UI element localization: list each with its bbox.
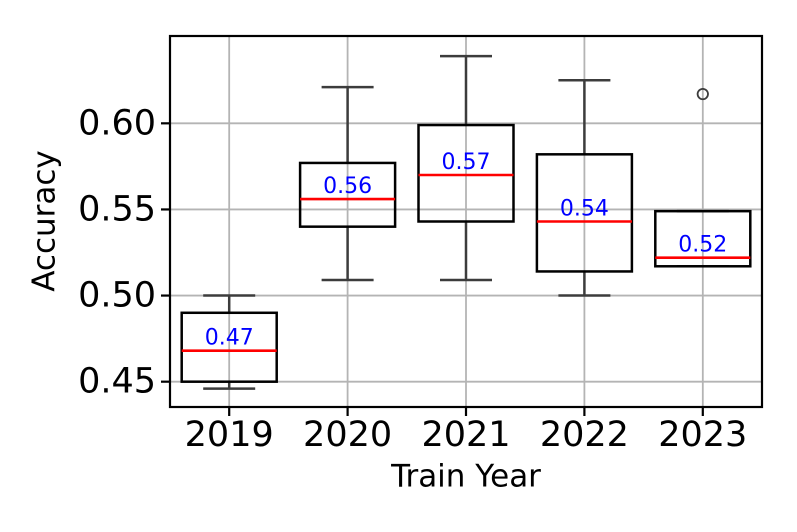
iqr-box — [180, 311, 278, 383]
median-value-label: 0.56 — [323, 174, 372, 199]
iqr-box — [654, 209, 752, 268]
box-group: 0.57 — [417, 54, 515, 282]
median-value-label: 0.54 — [560, 197, 609, 222]
y-tick-label: 0.55 — [78, 189, 156, 229]
outlier-point — [696, 87, 709, 101]
median-value-label: 0.57 — [442, 150, 491, 175]
box-group: 0.54 — [535, 79, 634, 297]
x-tick-label: 2023 — [658, 415, 747, 455]
box-group: 0.47 — [180, 294, 278, 390]
median-value-label: 0.47 — [205, 326, 254, 351]
plot-border — [168, 34, 764, 409]
box-group: 0.52 — [654, 87, 752, 268]
x-tick-label: 2019 — [185, 415, 274, 455]
x-tick-label: 2022 — [540, 415, 629, 455]
x-tick-label: 2020 — [303, 415, 392, 455]
y-axis-label: Accuracy — [26, 150, 63, 292]
y-tick-label: 0.60 — [78, 103, 156, 143]
x-axis-label: Train Year — [391, 458, 541, 495]
y-tick-label: 0.50 — [78, 276, 156, 316]
y-tick-label: 0.45 — [78, 362, 156, 402]
iqr-box — [535, 153, 634, 273]
iqr-box — [417, 123, 515, 223]
box-group: 0.56 — [298, 85, 397, 282]
x-tick-label: 2021 — [421, 415, 510, 455]
iqr-box — [298, 161, 397, 228]
median-value-label: 0.52 — [678, 233, 727, 258]
